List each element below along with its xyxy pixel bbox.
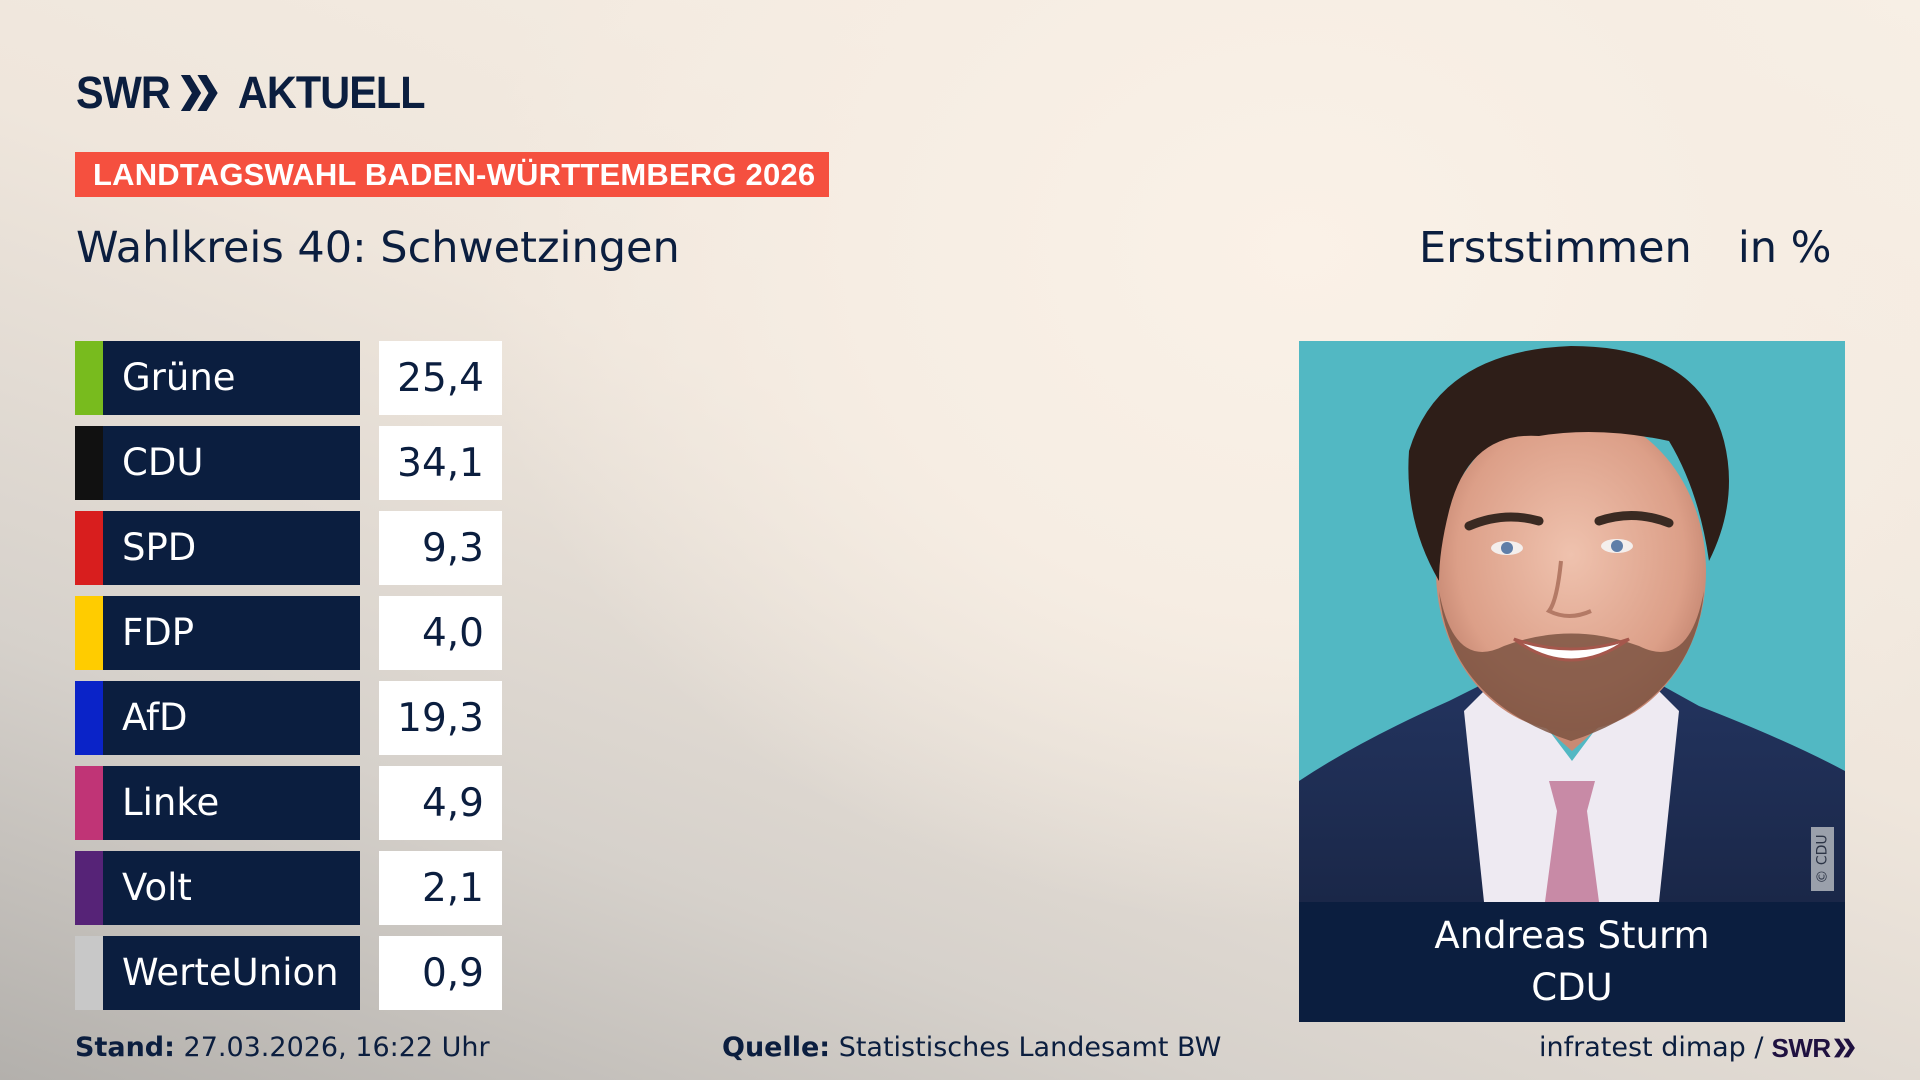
party-row-spd: SPD 9,3 xyxy=(75,511,502,585)
party-value: 0,9 xyxy=(379,936,502,1010)
party-name: Grüne xyxy=(103,341,360,415)
candidate-card: © CDU Andreas Sturm CDU xyxy=(1299,341,1845,1022)
page-title: Wahlkreis 40: Schwetzingen xyxy=(76,223,680,273)
swr-mini-logo: SWR xyxy=(1772,1030,1857,1066)
vote-type-label: Erststimmen xyxy=(1419,223,1692,273)
party-value: 4,9 xyxy=(379,766,502,840)
credit: infratest dimap / SWR xyxy=(1539,1030,1857,1066)
party-name: SPD xyxy=(103,511,360,585)
party-name: CDU xyxy=(103,426,360,500)
party-value: 19,3 xyxy=(379,681,502,755)
party-color-swatch xyxy=(75,766,103,840)
candidate-photo: © CDU xyxy=(1299,341,1845,902)
party-value: 34,1 xyxy=(379,426,502,500)
party-row-fdp: FDP 4,0 xyxy=(75,596,502,670)
quelle-value: Statistisches Landesamt BW xyxy=(838,1032,1222,1063)
candidate-nameband: Andreas Sturm CDU xyxy=(1299,902,1845,1022)
party-value: 25,4 xyxy=(379,341,502,415)
party-row-gruene: Grüne 25,4 xyxy=(75,341,502,415)
party-color-swatch xyxy=(75,511,103,585)
logo-brand: SWR xyxy=(76,67,171,118)
results-table: Grüne 25,4 CDU 34,1 SPD 9,3 FDP 4,0 AfD … xyxy=(75,341,502,1021)
party-color-swatch xyxy=(75,681,103,755)
party-row-volt: Volt 2,1 xyxy=(75,851,502,925)
party-row-afd: AfD 19,3 xyxy=(75,681,502,755)
vote-type-header: Erststimmen in % xyxy=(1419,220,1832,276)
candidate-portrait-icon xyxy=(1299,346,1845,902)
swr-aktuell-logo: SWR AKTUELL xyxy=(76,67,426,118)
unit-label: in % xyxy=(1737,223,1832,273)
party-color-swatch xyxy=(75,426,103,500)
party-color-swatch xyxy=(75,851,103,925)
quelle-label: Quelle: xyxy=(722,1032,831,1063)
party-color-swatch xyxy=(75,341,103,415)
photo-credit: © CDU xyxy=(1811,827,1834,891)
swr-mini-text: SWR xyxy=(1771,1033,1832,1063)
party-name: WerteUnion xyxy=(103,936,360,1010)
party-value: 2,1 xyxy=(379,851,502,925)
party-color-swatch xyxy=(75,936,103,1010)
party-name: FDP xyxy=(103,596,360,670)
stand-label: Stand: xyxy=(75,1032,175,1063)
timestamp: Stand: 27.03.2026, 16:22 Uhr xyxy=(75,1030,490,1066)
party-name: Volt xyxy=(103,851,360,925)
party-name: Linke xyxy=(103,766,360,840)
party-row-werteunion: WerteUnion 0,9 xyxy=(75,936,502,1010)
party-value: 4,0 xyxy=(379,596,502,670)
double-chevron-icon xyxy=(1833,1038,1855,1058)
stand-value: 27.03.2026, 16:22 Uhr xyxy=(183,1032,490,1063)
double-chevron-icon xyxy=(180,75,218,111)
election-badge: LANDTAGSWAHL BADEN-WÜRTTEMBERG 2026 xyxy=(75,152,829,197)
party-row-cdu: CDU 34,1 xyxy=(75,426,502,500)
candidate-name: Andreas Sturm xyxy=(1434,914,1710,957)
party-row-linke: Linke 4,9 xyxy=(75,766,502,840)
party-color-swatch xyxy=(75,596,103,670)
credit-text: infratest dimap / xyxy=(1539,1032,1764,1063)
source: Quelle: Statistisches Landesamt BW xyxy=(722,1030,1221,1066)
candidate-party: CDU xyxy=(1531,966,1613,1009)
photo-credit-text: © CDU xyxy=(1814,834,1831,884)
party-value: 9,3 xyxy=(379,511,502,585)
logo-product: AKTUELL xyxy=(237,67,426,118)
party-name: AfD xyxy=(103,681,360,755)
